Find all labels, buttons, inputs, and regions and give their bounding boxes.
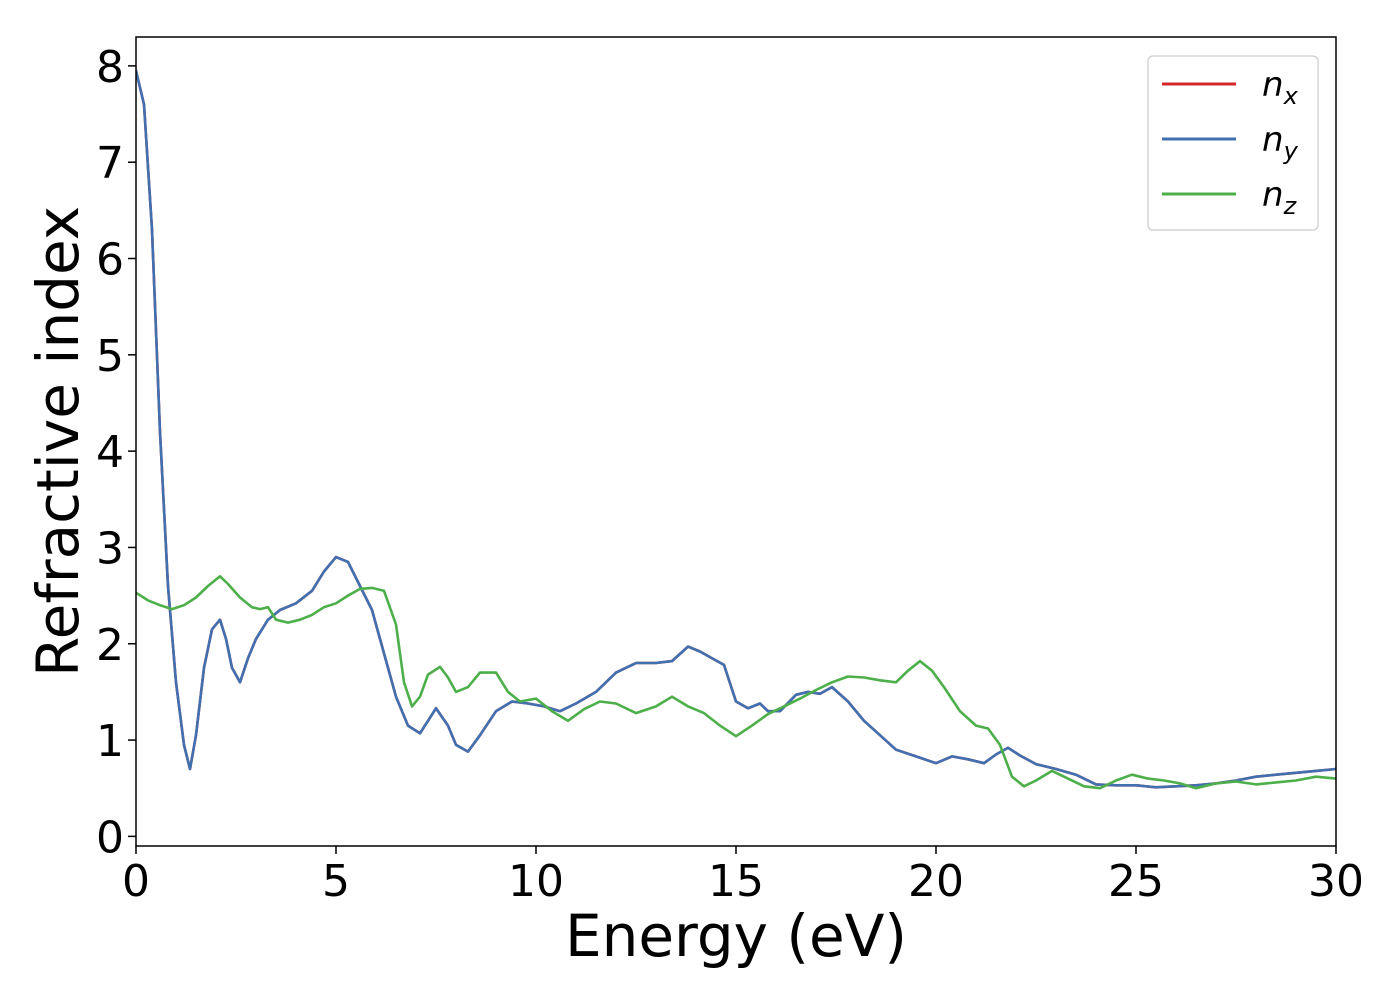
- tick-layer: 0 5 10 15 20 25 30 0 1 2 3 4 5 6 7 8: [96, 42, 1364, 907]
- legend-label-nz: nz: [1262, 175, 1298, 220]
- x-tick-label: 5: [322, 856, 350, 907]
- y-tick-label: 7: [96, 138, 124, 189]
- x-tick-label: 20: [908, 856, 964, 907]
- y-tick-label: 2: [96, 620, 124, 671]
- x-tick-label: 25: [1108, 856, 1164, 907]
- x-tick-label: 30: [1308, 856, 1364, 907]
- y-tick-label: 0: [96, 812, 124, 863]
- legend-label-ny: ny: [1262, 120, 1299, 165]
- y-tick-label: 4: [96, 427, 124, 478]
- x-tick-label: 0: [122, 856, 150, 907]
- y-tick-label: 1: [96, 716, 124, 767]
- y-tick-label: 6: [96, 235, 124, 286]
- series-line-nz: [136, 575, 1336, 790]
- x-tick-label: 10: [508, 856, 564, 907]
- y-tick-label: 5: [96, 331, 124, 382]
- x-axis-label: Energy (eV): [565, 902, 907, 970]
- legend-label-nx: nx: [1262, 65, 1299, 110]
- y-tick-label: 8: [96, 42, 124, 93]
- y-axis-label: Refractive index: [24, 206, 92, 677]
- legend: nx ny nz: [1147, 55, 1319, 231]
- series-line-ny: [136, 69, 1336, 789]
- y-tick-label: 3: [96, 523, 124, 574]
- x-tick-label: 15: [708, 856, 764, 907]
- series-layer: [136, 69, 1336, 790]
- legend-box: [1147, 55, 1319, 231]
